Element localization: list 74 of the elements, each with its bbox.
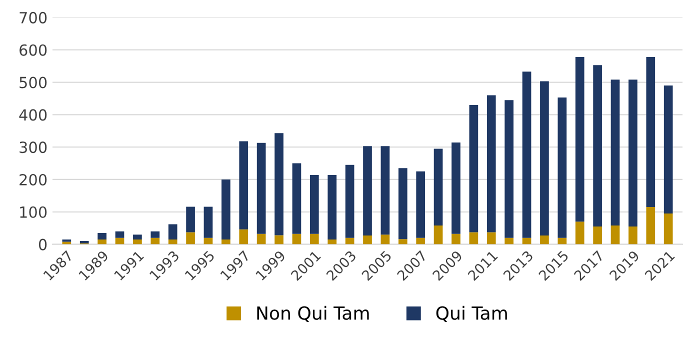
y-tick-label: 100 (20, 206, 47, 218)
bar (593, 65, 602, 226)
bar (575, 56, 584, 222)
bar (256, 234, 266, 244)
bar (504, 100, 514, 238)
bar (522, 72, 532, 238)
bar (274, 235, 284, 244)
bar (398, 168, 408, 240)
bar (115, 231, 124, 238)
bar (628, 226, 638, 244)
bar (664, 214, 673, 244)
bar (292, 234, 302, 244)
bar (434, 226, 443, 244)
y-tick-label: 200 (20, 174, 47, 186)
bar (222, 179, 230, 240)
bar (610, 226, 620, 244)
bar (345, 164, 354, 238)
bar (575, 222, 584, 244)
bar (434, 148, 443, 226)
bar (380, 234, 390, 244)
y-tick-label: 0 (38, 238, 47, 250)
bar (168, 239, 178, 244)
bar (328, 174, 337, 240)
bar (62, 239, 72, 242)
bar (98, 232, 106, 240)
bar (186, 232, 195, 244)
bar (504, 238, 514, 244)
bar (186, 206, 195, 232)
bar (398, 239, 408, 244)
bar (486, 232, 496, 244)
bar (380, 146, 390, 235)
y-tick-label: 700 (20, 12, 47, 24)
y-tick-label: 500 (20, 76, 47, 88)
bar (486, 95, 496, 232)
y-tick-label: 600 (20, 44, 47, 56)
bar (540, 236, 549, 244)
y-tick-label: 300 (20, 142, 47, 154)
bar (646, 56, 656, 208)
bar (150, 231, 160, 238)
bar (416, 238, 426, 244)
bar (363, 236, 372, 244)
bar (558, 97, 567, 238)
bar (469, 104, 478, 232)
bar (222, 239, 230, 244)
bar (646, 207, 656, 244)
bar (150, 238, 160, 244)
bar (310, 174, 319, 234)
bar (239, 229, 248, 244)
bar (628, 80, 638, 226)
bar (239, 141, 248, 230)
bar (593, 226, 602, 244)
bar (416, 171, 426, 238)
bar (310, 234, 319, 244)
bar (328, 239, 337, 244)
bar (133, 239, 142, 244)
bar (62, 242, 72, 244)
bar (168, 224, 178, 240)
bar (363, 146, 372, 236)
bar (664, 86, 673, 214)
legend-label: Qui Tam (436, 306, 507, 322)
y-tick-label: 400 (19, 109, 47, 121)
legend-label: Non Qui Tam (257, 306, 369, 322)
bar (540, 81, 549, 236)
bar (558, 238, 567, 244)
bar (133, 234, 142, 240)
bar (452, 234, 460, 244)
bar (469, 232, 478, 244)
bar (274, 133, 284, 236)
bar (204, 206, 213, 238)
bar (256, 142, 266, 234)
bar (292, 163, 302, 234)
bar (98, 239, 106, 244)
bar (452, 142, 460, 234)
bar (610, 80, 620, 226)
